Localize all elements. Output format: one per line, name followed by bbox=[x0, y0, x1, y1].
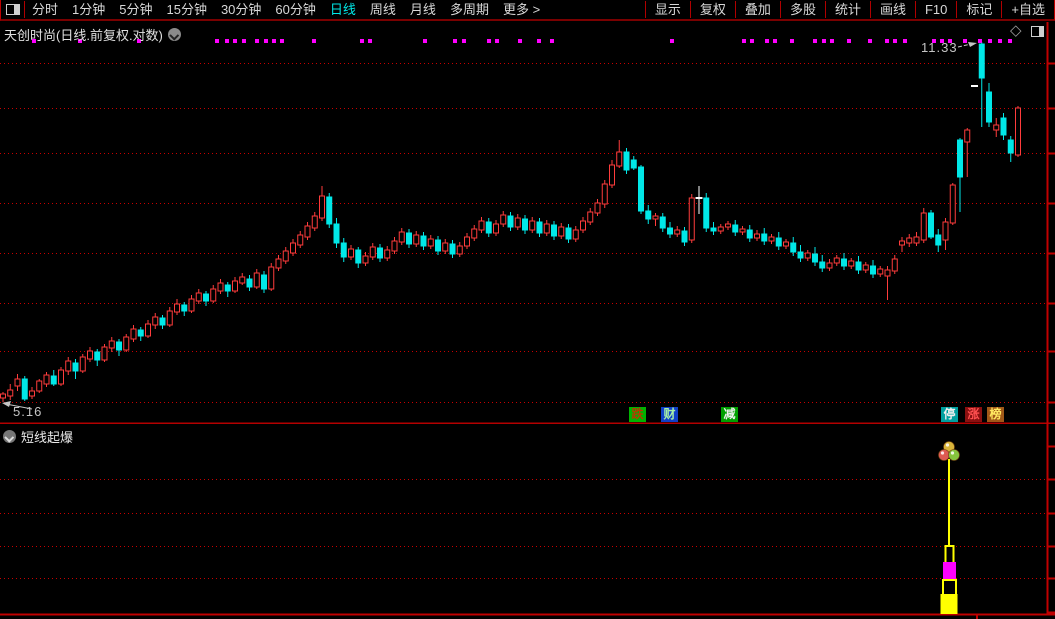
menubar-divider bbox=[956, 1, 958, 18]
window-layout-icon[interactable] bbox=[6, 4, 20, 15]
badge-跌[interactable]: 跌 bbox=[629, 407, 646, 422]
tool-item-4[interactable]: 多股 bbox=[789, 2, 816, 17]
tools-menu: 显示 复权 叠加 多股 统计 画线 F10 标记 +自选 bbox=[644, 0, 1054, 19]
diamond-marker-icon[interactable]: ◇ bbox=[1010, 22, 1022, 39]
menubar-divider bbox=[24, 1, 25, 18]
menu-item-11[interactable]: 更多 > bbox=[502, 2, 541, 17]
subpanel-title: 短线起爆 bbox=[21, 430, 74, 445]
menubar-divider bbox=[644, 1, 646, 18]
badge-减[interactable]: 减 bbox=[721, 407, 738, 422]
menubar-divider bbox=[869, 1, 871, 18]
tool-item-7[interactable]: F10 bbox=[924, 2, 948, 17]
menubar-divider bbox=[1001, 1, 1003, 18]
menubar-divider bbox=[824, 1, 826, 18]
tool-item-9[interactable]: +自选 bbox=[1011, 2, 1045, 17]
chart-title: 天创时尚(日线.前复权.对数) bbox=[4, 25, 181, 44]
menubar-divider bbox=[779, 1, 781, 18]
chevron-down-icon[interactable] bbox=[167, 28, 181, 41]
menu-item-4[interactable]: 15分钟 bbox=[166, 2, 207, 17]
menu-item-7[interactable]: 日线 bbox=[329, 2, 356, 17]
tool-item-8[interactable]: 标记 bbox=[966, 2, 993, 17]
badge-榜[interactable]: 榜 bbox=[987, 407, 1004, 422]
menu-item-6[interactable]: 60分钟 bbox=[275, 2, 316, 17]
tool-item-1[interactable]: 显示 bbox=[654, 2, 681, 17]
tool-item-5[interactable]: 统计 bbox=[834, 2, 861, 17]
menubar-divider bbox=[734, 1, 736, 18]
tool-item-6[interactable]: 画线 bbox=[879, 2, 906, 17]
low-price-label: 5.16 bbox=[13, 404, 43, 419]
split-window-icon[interactable] bbox=[1031, 26, 1044, 37]
badge-涨[interactable]: 涨 bbox=[965, 407, 982, 422]
badge-停[interactable]: 停 bbox=[941, 407, 958, 422]
menubar-divider bbox=[689, 1, 691, 18]
menu-item-9[interactable]: 月线 bbox=[409, 2, 436, 17]
subpanel-header: 短线起爆 bbox=[3, 427, 73, 446]
tool-item-3[interactable]: 叠加 bbox=[744, 2, 771, 17]
menu-item-3[interactable]: 5分钟 bbox=[119, 2, 153, 17]
menu-item-10[interactable]: 多周期 bbox=[449, 2, 489, 17]
menu-item-2[interactable]: 1分钟 bbox=[72, 2, 106, 17]
menu-item-8[interactable]: 周线 bbox=[369, 2, 396, 17]
chevron-down-icon[interactable] bbox=[3, 430, 16, 443]
period-menu: 分时 1分钟 5分钟 15分钟 30分钟 60分钟 日线 周线 月线 多周期 更多 > bbox=[25, 0, 547, 19]
top-menubar: 分时 1分钟 5分钟 15分钟 30分钟 60分钟 日线 周线 月线 多周期 更多 > 显示 复权 叠加… bbox=[0, 0, 1055, 21]
menu-item-5[interactable]: 30分钟 bbox=[220, 2, 262, 17]
chart-title-text: 天创时尚(日线.前复权.对数) bbox=[4, 28, 163, 43]
badge-财[interactable]: 财 bbox=[661, 407, 678, 422]
tool-item-2[interactable]: 复权 bbox=[699, 2, 726, 17]
menu-item-1[interactable]: 分时 bbox=[32, 2, 59, 17]
menubar-divider bbox=[914, 1, 916, 18]
high-price-label: 11.33 bbox=[921, 40, 958, 55]
